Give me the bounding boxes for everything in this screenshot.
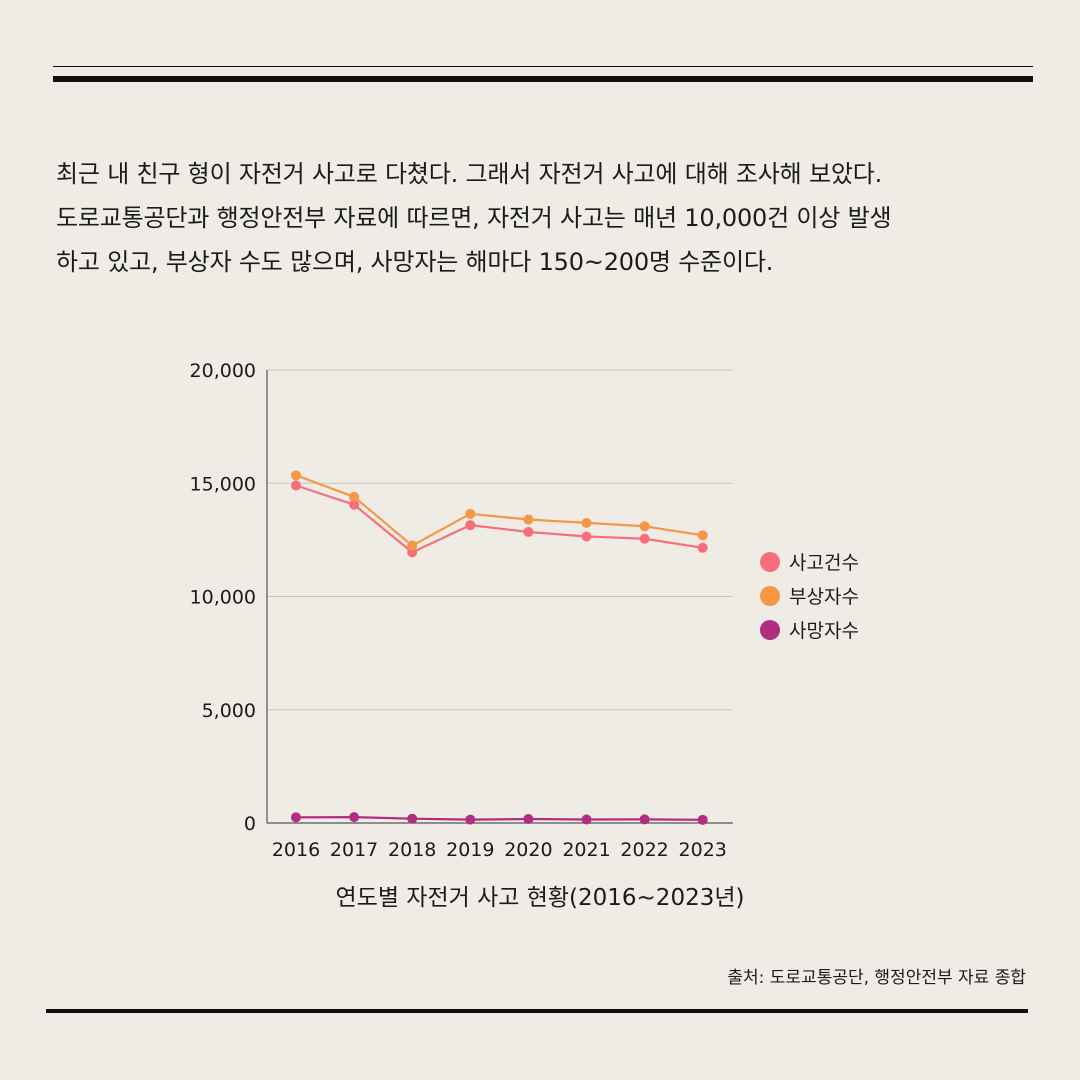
intro-text: 최근 내 친구 형이 자전거 사고로 다쳤다. 그래서 자전거 사고에 대해 조… bbox=[56, 152, 1036, 284]
top-rule-thick bbox=[53, 76, 1033, 82]
data-point bbox=[465, 520, 476, 531]
y-tick-label: 0 bbox=[244, 813, 256, 835]
y-tick-label: 5,000 bbox=[202, 700, 256, 722]
data-point bbox=[349, 812, 360, 823]
data-point bbox=[697, 542, 708, 553]
data-point bbox=[697, 530, 708, 541]
data-point bbox=[639, 533, 650, 544]
x-tick-label: 2021 bbox=[562, 839, 610, 861]
data-point bbox=[407, 540, 418, 551]
legend-label: 사고건수 bbox=[789, 552, 859, 574]
series-line bbox=[295, 484, 703, 554]
bottom-rule bbox=[46, 1009, 1028, 1013]
data-point bbox=[349, 499, 360, 510]
data-point bbox=[523, 814, 534, 825]
x-tick-label: 2020 bbox=[504, 839, 552, 861]
legend-label: 부상자수 bbox=[789, 586, 859, 608]
x-tick-label: 2019 bbox=[446, 839, 494, 861]
intro-line-2: 도로교통공단과 행정안전부 자료에 따르면, 자전거 사고는 매년 10,000… bbox=[56, 204, 892, 232]
data-point bbox=[291, 480, 301, 491]
x-tick-label: 2022 bbox=[620, 839, 668, 861]
x-tick-label: 2018 bbox=[388, 839, 436, 861]
x-tick-label: 2017 bbox=[330, 839, 378, 861]
intro-line-1: 최근 내 친구 형이 자전거 사고로 다쳤다. 그래서 자전거 사고에 대해 조… bbox=[56, 160, 883, 188]
data-point bbox=[523, 514, 534, 525]
y-tick-label: 10,000 bbox=[190, 587, 256, 609]
y-tick-label: 20,000 bbox=[190, 360, 256, 382]
series-line bbox=[295, 816, 703, 821]
data-point bbox=[639, 521, 650, 532]
data-point bbox=[581, 814, 592, 825]
top-rule-thin bbox=[53, 66, 1033, 67]
data-point bbox=[407, 813, 418, 824]
source-note: 출처: 도로교통공단, 행정안전부 자료 종합 bbox=[727, 968, 1026, 988]
series-line bbox=[295, 474, 703, 547]
data-point bbox=[291, 812, 301, 823]
x-tick-label: 2023 bbox=[679, 839, 727, 861]
data-point bbox=[581, 517, 592, 528]
y-tick-label: 15,000 bbox=[190, 473, 256, 495]
chart-title: 연도별 자전거 사고 현황(2016~2023년) bbox=[335, 885, 745, 911]
intro-line-3: 하고 있고, 부상자 수도 많으며, 사망자는 해마다 150~200명 수준이… bbox=[56, 248, 774, 276]
data-point bbox=[465, 814, 476, 825]
legend-marker bbox=[760, 586, 780, 606]
data-point bbox=[291, 470, 301, 481]
legend-label: 사망자수 bbox=[789, 620, 859, 642]
data-point bbox=[349, 491, 360, 502]
legend-marker bbox=[760, 620, 780, 640]
data-point bbox=[465, 508, 476, 519]
data-point bbox=[581, 531, 592, 542]
data-point bbox=[639, 814, 650, 825]
data-point bbox=[697, 814, 708, 825]
x-tick-label: 2016 bbox=[272, 839, 320, 861]
legend-marker bbox=[760, 552, 780, 572]
data-point bbox=[523, 526, 534, 537]
